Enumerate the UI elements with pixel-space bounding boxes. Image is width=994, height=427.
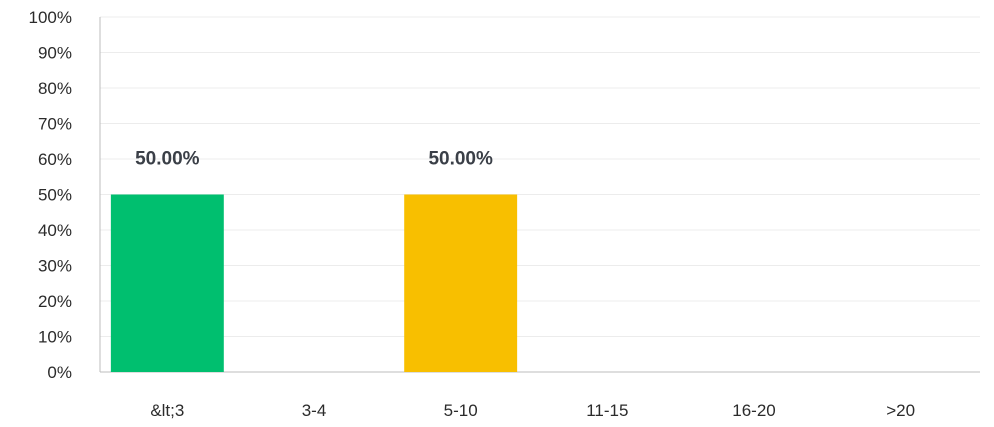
y-tick-label: 50% [38,186,72,205]
x-tick-label: 11-15 [586,401,628,420]
y-tick-label: 80% [38,79,72,98]
y-tick-label: 20% [38,292,72,311]
bars [110,194,518,372]
x-axis-ticks: &lt;3 3-4 5-10 11-15 16-20 >20 [150,401,915,420]
x-tick-label: &lt;3 [150,401,184,420]
y-tick-label: 100% [29,8,72,27]
y-tick-label: 30% [38,257,72,276]
data-label: 50.00% [428,149,493,170]
y-axis-ticks: 0% 10% 20% 30% 40% 50% 60% 70% 80% 90% 100% [29,8,72,382]
grid-lines [100,16,980,337]
x-tick-label: 16-20 [732,401,775,420]
axes [99,17,980,373]
bar [404,194,518,372]
y-tick-label: 90% [38,44,72,63]
y-tick-label: 40% [38,221,72,240]
y-tick-label: 60% [38,150,72,169]
data-label: 50.00% [135,149,200,170]
x-tick-label: 5-10 [444,401,478,420]
y-tick-label: 70% [38,115,72,134]
x-tick-label: 3-4 [302,401,327,420]
y-tick-label: 10% [38,328,72,347]
data-labels: 50.00% 50.00% [135,149,493,170]
bar [110,194,224,372]
y-tick-label: 0% [47,363,72,382]
x-tick-label: >20 [886,401,915,420]
